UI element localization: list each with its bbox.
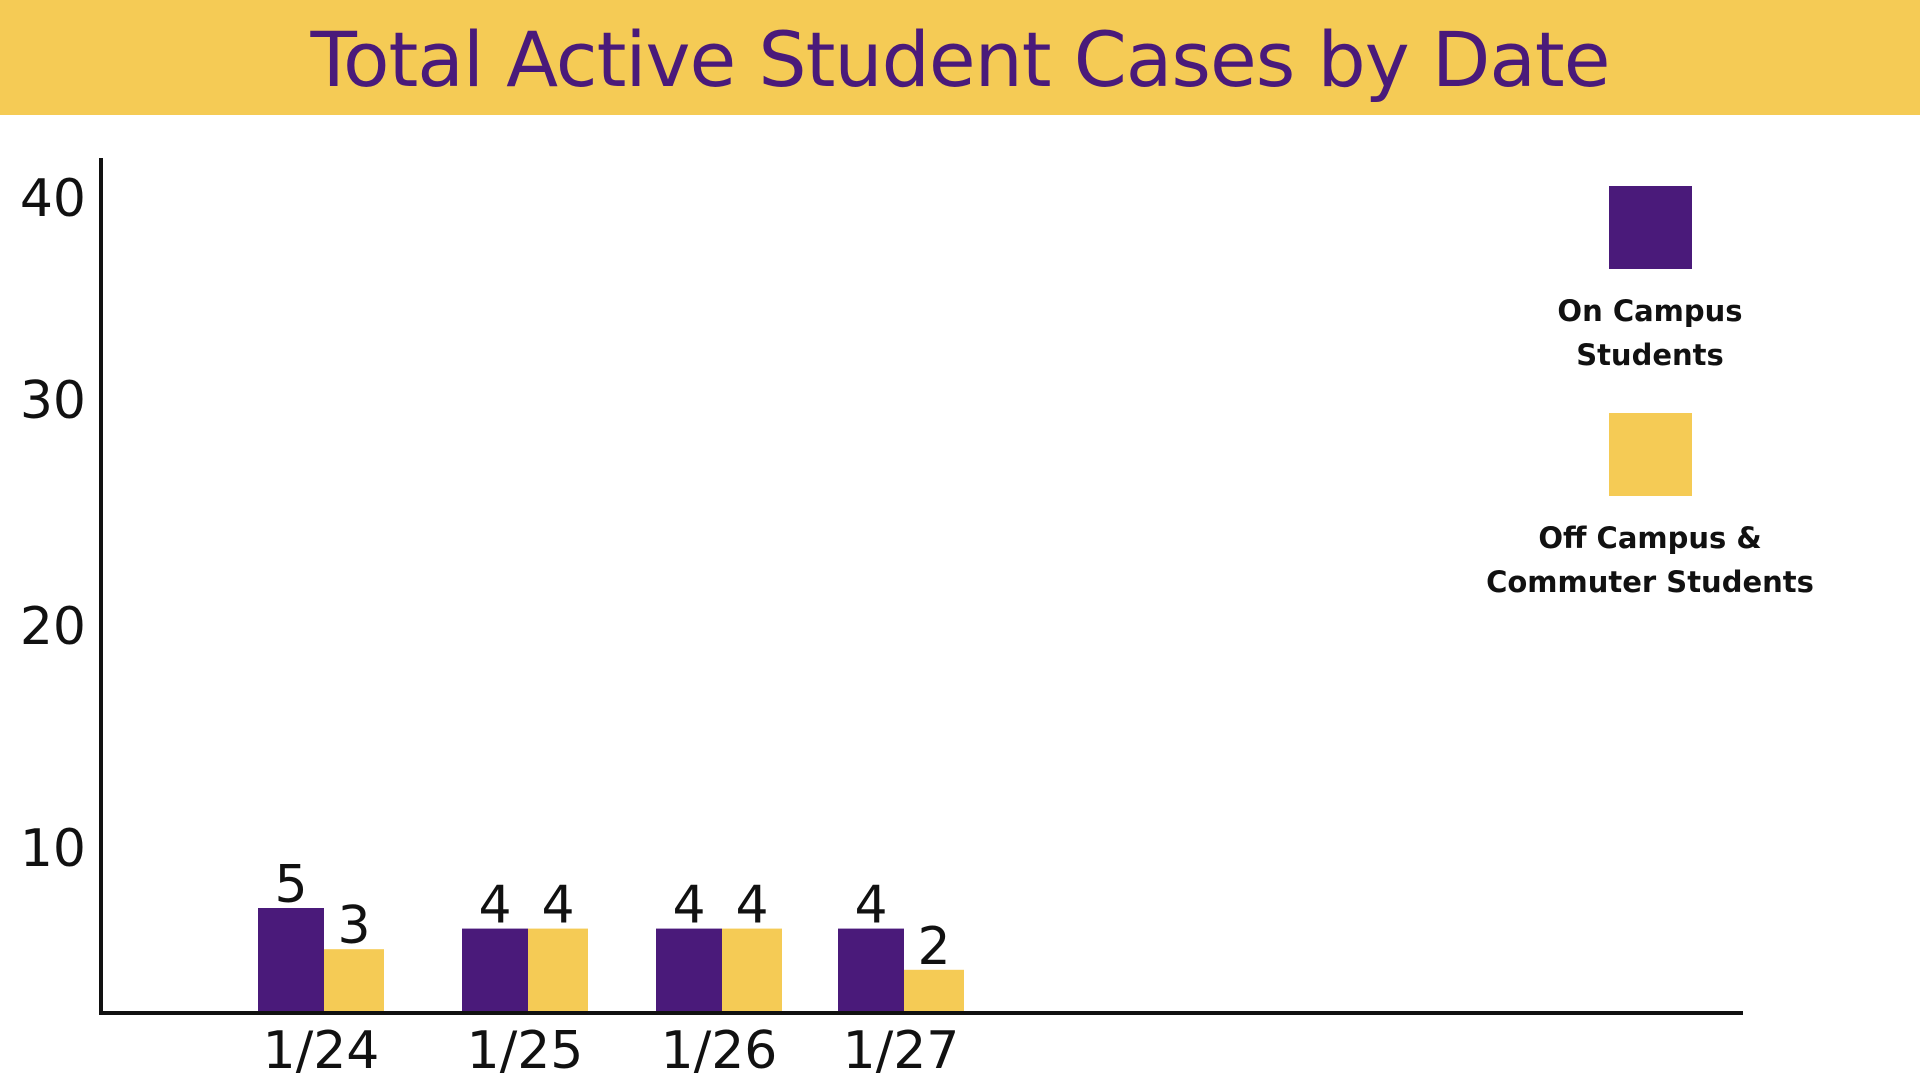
data-labels-layer: 53 4 4 4 4 42: [274, 855, 950, 977]
y-tick-label-40: 40: [20, 169, 86, 229]
x-category-label-1-27: 1/27: [843, 1021, 960, 1080]
legend-label-off-campus: Off Campus & Commuter Students: [1486, 521, 1814, 599]
y-tick-label-30: 30: [20, 371, 86, 431]
title-banner: Total Active Student Cases by Date: [0, 0, 1920, 115]
legend-item-off-campus: Off Campus & Commuter Students: [1440, 413, 1860, 604]
bars-layer: [258, 908, 964, 1011]
bar-1-25-series-1: [462, 928, 528, 1011]
bar-1-26-series-1: [656, 928, 722, 1011]
data-label-1-24-series-2: 3: [337, 896, 370, 956]
x-category-label-1-24: 1/24: [263, 1021, 380, 1080]
bar-1-24-series-1: [258, 908, 324, 1011]
legend-swatch-on-campus: [1608, 186, 1692, 269]
data-label-1-27-series-1: 4: [854, 876, 887, 936]
bar-1-25-series-2: [528, 928, 588, 1011]
data-label-1-24-series-1: 5: [274, 855, 307, 915]
data-label-1-27-series-2: 2: [917, 917, 950, 977]
legend-item-on-campus: On Campus Students: [1440, 186, 1860, 377]
legend-swatch-off-campus: [1608, 413, 1692, 496]
y-tick-label-10: 10: [20, 819, 86, 879]
x-category-labels: 1/24 1/25 1/26 1/27: [263, 1021, 960, 1080]
bar-1-26-series-2: [722, 928, 782, 1011]
x-category-label-1-25: 1/25: [467, 1021, 584, 1080]
bar-1-27-series-1: [838, 928, 904, 1011]
data-label-1-26-series-2: 4: [735, 876, 768, 936]
bar-1-27-series-2: [904, 969, 964, 1011]
data-label-1-25-series-2: 4: [541, 876, 574, 936]
page-title: Total Active Student Cases by Date: [310, 14, 1610, 104]
x-category-label-1-26: 1/26: [661, 1021, 778, 1080]
bar-1-24-series-2: [324, 949, 384, 1011]
y-tick-labels: 10 20 30 40: [20, 169, 86, 879]
legend-label-on-campus: On Campus Students: [1557, 294, 1743, 372]
data-label-1-25-series-1: 4: [478, 876, 511, 936]
y-tick-label-20: 20: [20, 597, 86, 657]
data-label-1-26-series-1: 4: [672, 876, 705, 936]
legend: On Campus Students Off Campus & Commuter…: [1440, 162, 1860, 604]
